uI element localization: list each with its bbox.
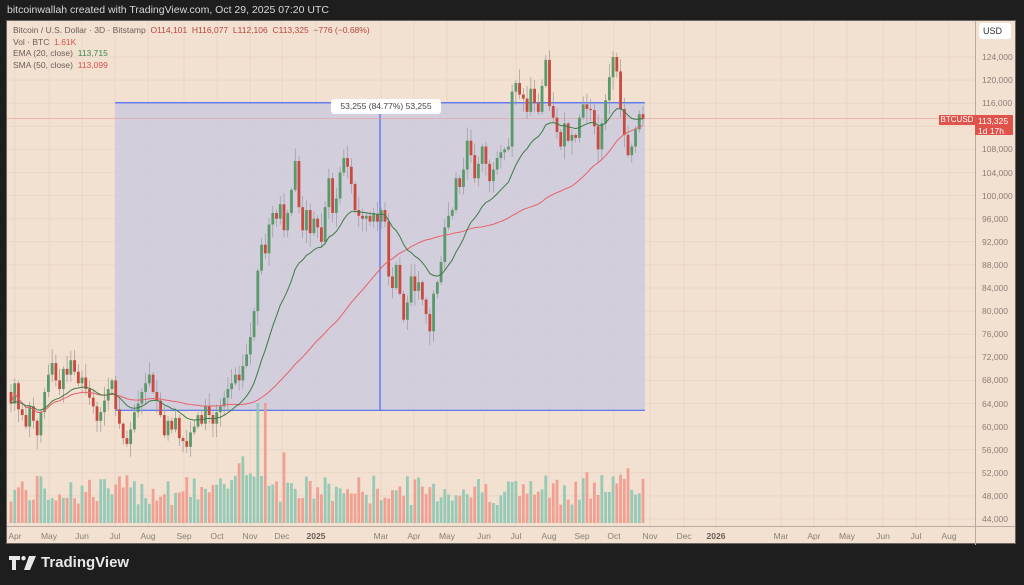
currency-button[interactable]: USD xyxy=(979,23,1011,39)
last-price: 113,325 xyxy=(978,116,1009,126)
time-tick: May xyxy=(838,531,856,541)
time-tick: Oct xyxy=(210,531,224,541)
time-tick: Jul xyxy=(109,531,121,541)
price-axis[interactable]: USD 124,000120,000116,000112,000108,0001… xyxy=(975,21,1016,526)
price-tick: 108,000 xyxy=(982,144,1013,155)
legend-sma-value: 113,099 xyxy=(77,59,108,70)
legend-close: C113,325 xyxy=(272,25,309,35)
legend-open: O114,101 xyxy=(150,25,188,35)
time-tick: Nov xyxy=(242,531,258,541)
time-tick: Aug xyxy=(941,531,957,541)
price-tick: 92,000 xyxy=(982,236,1008,247)
price-tick: 64,000 xyxy=(982,398,1008,409)
time-tick: Aug xyxy=(541,531,557,541)
time-axis[interactable]: Apr May Jun Jul Aug Sep Oct Nov Dec 2025 Mar Apr May… xyxy=(7,526,1015,545)
tradingview-logo[interactable]: TradingView xyxy=(9,554,129,571)
price-tick: 48,000 xyxy=(982,490,1008,501)
price-tick: 104,000 xyxy=(982,167,1013,178)
time-tick: Nov xyxy=(642,531,658,541)
time-tick: Dec xyxy=(274,531,290,541)
time-tick: Jul xyxy=(910,531,922,541)
legend-change: −776 (−0.68%) xyxy=(313,25,370,35)
time-tick: May xyxy=(40,531,58,541)
time-tick: Jun xyxy=(477,531,491,541)
chart-frame: Bitcoin / U.S. Dollar · 3D · Bitstamp O1… xyxy=(6,20,1016,545)
time-tick: Mar xyxy=(773,531,789,541)
time-tick: Jul xyxy=(510,531,522,541)
brand-name: TradingView xyxy=(41,554,130,571)
price-tick: 120,000 xyxy=(982,75,1013,86)
symbol-tag: BTCUSD xyxy=(939,115,975,125)
legend-ema-row[interactable]: EMA (20, close) 113,715 xyxy=(13,48,370,60)
legend-low: L112,106 xyxy=(232,25,268,35)
legend-symbol-row: Bitcoin / U.S. Dollar · 3D · Bitstamp O1… xyxy=(13,25,370,37)
price-tick: 60,000 xyxy=(982,421,1008,432)
attribution-bar: bitcoinwallah created with TradingView.c… xyxy=(7,4,329,16)
legend-vol-value: 1.61K xyxy=(54,36,77,47)
legend-symbol: Bitcoin / U.S. Dollar · 3D · Bitstamp xyxy=(13,25,146,35)
chart-legend: Bitcoin / U.S. Dollar · 3D · Bitstamp O1… xyxy=(13,25,370,71)
price-tick: 76,000 xyxy=(982,329,1008,340)
legend-volume-row[interactable]: Vol · BTC 1.61K xyxy=(13,37,370,49)
time-tick: Sep xyxy=(574,531,590,541)
time-tick: Dec xyxy=(676,531,692,541)
legend-ema-value: 113,715 xyxy=(77,48,108,58)
time-tick: May xyxy=(438,531,456,541)
time-tick: Sep xyxy=(176,531,192,541)
price-range-label: 53,255 (84.77%) 53,255 xyxy=(331,99,441,114)
time-tick: Apr xyxy=(8,531,22,541)
time-tick: Aug xyxy=(140,531,156,541)
price-tick: 96,000 xyxy=(982,213,1008,224)
time-tick: Jun xyxy=(876,531,890,541)
price-tick: 44,000 xyxy=(982,514,1008,524)
price-tick: 80,000 xyxy=(982,306,1008,317)
chart-plot-area[interactable]: Bitcoin / U.S. Dollar · 3D · Bitstamp O1… xyxy=(7,21,975,526)
tradingview-logo-icon xyxy=(9,555,36,570)
price-tick: 100,000 xyxy=(982,190,1013,201)
axis-corner xyxy=(975,527,1016,545)
price-tick: 124,000 xyxy=(982,52,1013,62)
time-tick: Apr xyxy=(807,531,821,541)
last-price-tag: 113,325 1d 17h xyxy=(975,115,1013,136)
legend-sma-row[interactable]: SMA (50, close) 113,099 xyxy=(13,60,370,72)
time-tick: Oct xyxy=(607,531,621,541)
price-tick: 88,000 xyxy=(982,259,1008,270)
price-tick: 84,000 xyxy=(982,283,1008,293)
time-tick: 2025 xyxy=(306,531,326,541)
candlestick-chart[interactable] xyxy=(7,21,975,526)
time-tick: Mar xyxy=(373,531,389,541)
price-tick: 116,000 xyxy=(982,98,1013,109)
time-tick: 2026 xyxy=(706,531,726,541)
price-tick: 56,000 xyxy=(982,444,1008,455)
legend-vol-label: Vol · BTC xyxy=(13,36,50,47)
price-tick: 72,000 xyxy=(982,352,1008,363)
legend-sma-label: SMA (50, close) xyxy=(13,59,73,70)
price-tick: 52,000 xyxy=(982,467,1008,478)
legend-high: H116,077 xyxy=(191,25,229,35)
time-tick: Apr xyxy=(407,531,421,541)
legend-ema-label: EMA (20, close) xyxy=(13,48,73,58)
bar-countdown: 1d 17h xyxy=(978,126,1004,136)
time-tick: Jun xyxy=(75,531,89,541)
price-tick: 68,000 xyxy=(982,375,1008,386)
